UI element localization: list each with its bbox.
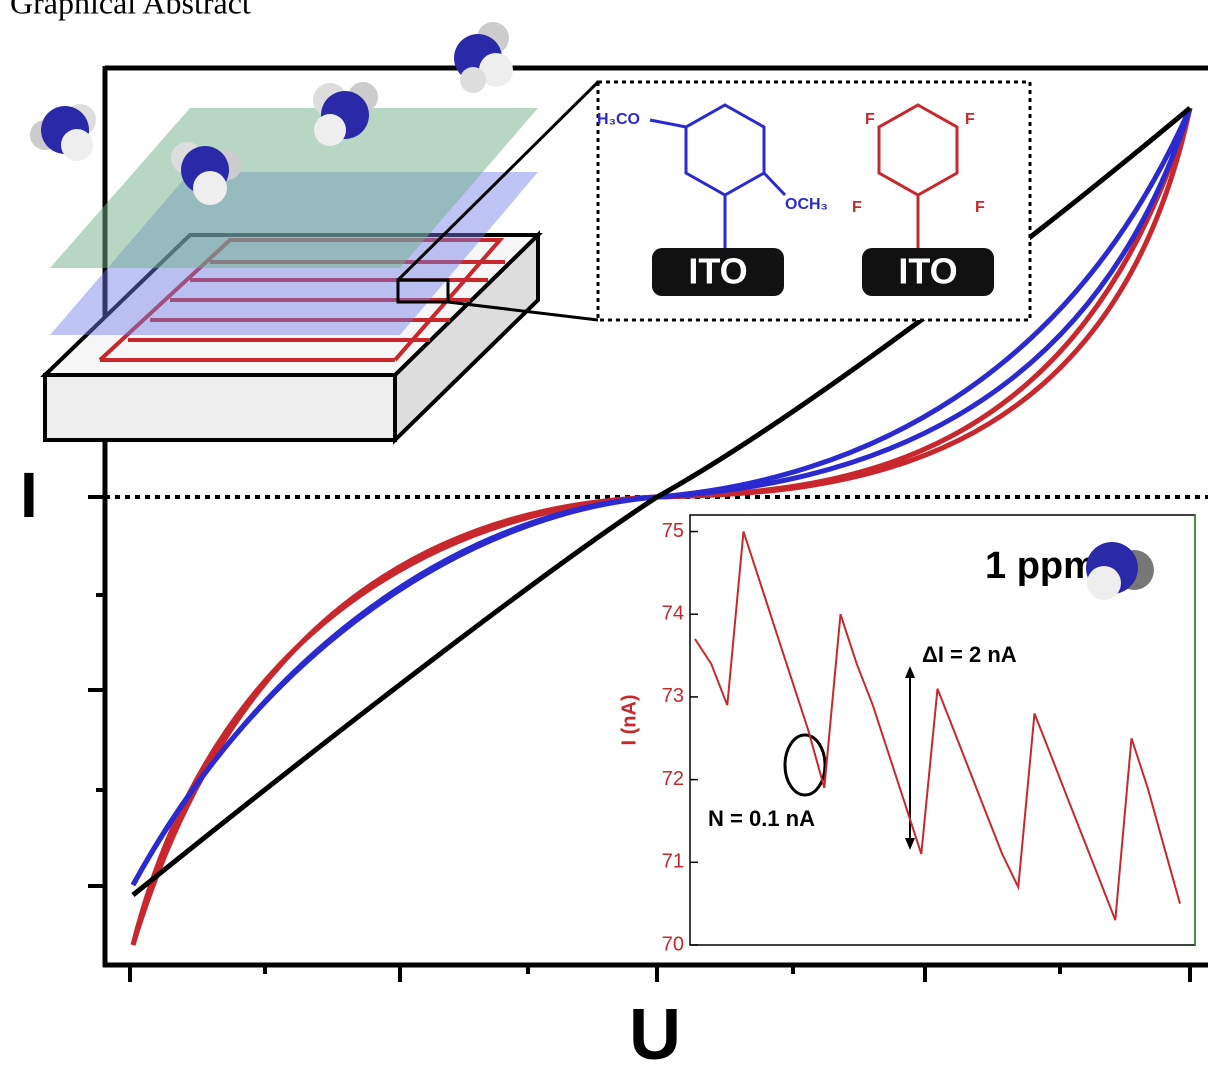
annotation: N = 0.1 nA: [708, 806, 815, 831]
y-axis-label: I: [20, 459, 38, 531]
group-label: F: [852, 199, 862, 216]
y-tick-label: 70: [662, 933, 684, 955]
substrate-label: ITO: [898, 251, 957, 292]
device-schematic: [40, 80, 600, 445]
y-tick-label: 75: [662, 520, 684, 542]
page-title: Graphical Abstract: [10, 0, 251, 20]
iu-curves: [130, 106, 1193, 946]
inset-plot: 1 ppm ΔI = 2 nA N = 0.1 nA I (nA) 70 71 72…: [618, 514, 1196, 955]
annotation: ΔI = 2 nA: [922, 642, 1017, 667]
y-axis-title: I (nA): [618, 694, 640, 745]
group-label: H₃CO: [597, 111, 640, 128]
group-label: F: [865, 111, 875, 128]
group-label: F: [975, 199, 985, 216]
annotation: 1 ppm: [985, 545, 1097, 587]
ammonia-molecules: [30, 22, 513, 205]
y-tick-label: 72: [662, 768, 684, 790]
x-axis-label: U: [629, 995, 681, 1071]
y-tick-label: 73: [662, 685, 684, 707]
signal-line: [694, 531, 1181, 921]
group-label: F: [965, 111, 975, 128]
substrate-label: ITO: [688, 251, 747, 292]
y-tick-label: 74: [662, 603, 684, 625]
y-tick-label: 71: [662, 851, 684, 873]
group-label: OCH₃: [785, 196, 828, 213]
molecule-box: H₃CO OCH₃ ITO F F F F ITO: [596, 80, 1032, 322]
